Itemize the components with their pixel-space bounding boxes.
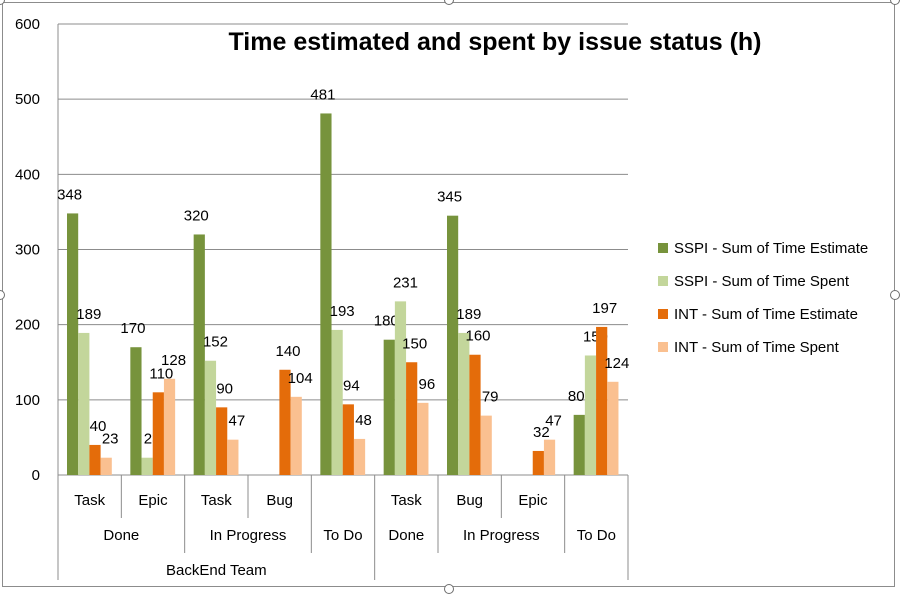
data-label: 345 (437, 189, 462, 206)
legend-item-int-estimate: INT - Sum of Time Estimate (658, 304, 858, 324)
legend-swatch-int-spent (658, 342, 668, 352)
category-label: Epic (518, 492, 548, 509)
data-label: 23 (102, 431, 119, 448)
team-label: BackEnd Team (166, 562, 267, 579)
status-label: Done (103, 527, 139, 544)
legend-swatch-sspi-spent (658, 276, 668, 286)
bar (320, 113, 332, 475)
resize-handle-bottom-center[interactable] (444, 584, 454, 594)
data-label: 189 (76, 306, 101, 323)
bar (469, 354, 481, 475)
data-label: 140 (275, 343, 300, 360)
bar (216, 407, 228, 475)
data-label: 104 (288, 370, 313, 387)
y-tick-label: 100 (15, 392, 40, 409)
data-label: 189 (456, 306, 481, 323)
bar (152, 392, 164, 475)
bar (480, 415, 492, 475)
bar (417, 402, 429, 475)
data-label: 180 (374, 313, 399, 330)
data-label: 47 (545, 413, 562, 430)
bar (458, 332, 470, 475)
bar (279, 369, 291, 475)
bar (89, 444, 101, 475)
data-label: 32 (533, 424, 550, 441)
data-label: 124 (604, 355, 629, 372)
bar (353, 438, 366, 475)
bar (573, 414, 585, 475)
legend-item-int-spent: INT - Sum of Time Spent (658, 337, 839, 357)
y-tick-label: 600 (15, 16, 40, 33)
bar (383, 339, 395, 475)
bar (532, 450, 544, 475)
y-tick-label: 200 (15, 317, 40, 334)
data-label: 348 (57, 186, 82, 203)
data-label: 481 (310, 86, 335, 103)
data-label: 94 (343, 377, 360, 394)
data-label: 160 (465, 328, 490, 345)
data-label: 40 (90, 418, 107, 435)
bar (130, 347, 142, 475)
data-label: 197 (592, 300, 617, 317)
data-label: 110 (149, 365, 173, 382)
bar (290, 396, 302, 475)
bar (100, 457, 112, 475)
bar (227, 439, 239, 475)
status-label: To Do (323, 527, 362, 544)
y-tick-label: 500 (15, 91, 40, 108)
data-label: 231 (393, 274, 418, 291)
data-label: 170 (120, 320, 145, 337)
bar (204, 360, 217, 475)
legend-label-sspi-estimate: SSPI - Sum of Time Estimate (674, 239, 869, 257)
bar (342, 404, 354, 475)
status-label: To Do (577, 527, 616, 544)
data-label: 47 (229, 413, 246, 430)
bar (141, 457, 153, 475)
bar (596, 326, 608, 475)
legend-item-sspi-spent: SSPI - Sum of Time Spent (658, 271, 849, 291)
bar (543, 439, 556, 475)
bar (331, 329, 343, 475)
bar (78, 332, 90, 475)
bar (193, 234, 205, 475)
legend-item-sspi-estimate: SSPI - Sum of Time Estimate (658, 238, 868, 258)
bar (394, 301, 407, 475)
data-label: 48 (355, 412, 372, 429)
category-label: Bug (456, 492, 483, 509)
legend-swatch-int-estimate (658, 309, 668, 319)
bar (607, 381, 619, 475)
status-label: Done (388, 527, 424, 544)
data-label: 90 (216, 380, 233, 397)
data-label: 96 (419, 376, 436, 393)
category-label: Task (74, 492, 105, 509)
legend-swatch-sspi-estimate (658, 243, 668, 253)
legend-label-int-spent: INT - Sum of Time Spent (674, 338, 839, 356)
bar (584, 355, 597, 475)
y-tick-label: 400 (15, 166, 40, 183)
data-label: 320 (184, 207, 209, 224)
bar (67, 213, 79, 476)
resize-handle-middle-right[interactable] (890, 290, 900, 300)
status-label: In Progress (463, 527, 540, 544)
y-tick-label: 300 (15, 242, 40, 259)
bar (406, 362, 418, 475)
category-label: Task (391, 492, 422, 509)
legend-label-int-estimate: INT - Sum of Time Estimate (674, 305, 858, 323)
legend-label-sspi-spent: SSPI - Sum of Time Spent (674, 272, 850, 290)
data-label: 150 (402, 335, 427, 352)
data-label: 79 (482, 389, 499, 406)
bar (163, 378, 176, 475)
data-label: 152 (203, 334, 228, 351)
chart-title: Time estimated and spent by issue status… (228, 28, 762, 56)
data-label: 80 (568, 388, 585, 405)
status-label: In Progress (210, 527, 287, 544)
category-label: Epic (138, 492, 168, 509)
data-label: 193 (330, 303, 355, 320)
category-label: Bug (266, 492, 293, 509)
category-label: Task (201, 492, 232, 509)
bar (447, 215, 459, 476)
y-tick-label: 0 (32, 467, 40, 484)
data-label: 128 (161, 352, 186, 369)
